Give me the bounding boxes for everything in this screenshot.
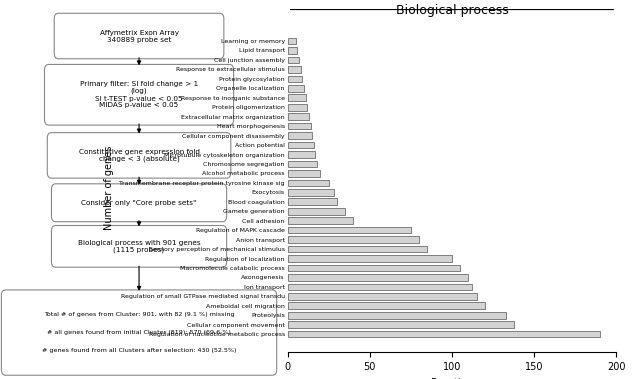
FancyBboxPatch shape	[51, 184, 227, 222]
X-axis label: Function: Function	[431, 378, 473, 379]
Text: Biological process with 901 genes
(1115 probes): Biological process with 901 genes (1115 …	[78, 240, 200, 253]
Bar	[288, 199, 337, 205]
Text: Consider only "Core probe sets": Consider only "Core probe sets"	[82, 200, 197, 206]
Title: Biological process: Biological process	[396, 5, 508, 17]
Bar	[288, 104, 307, 111]
Bar	[288, 293, 477, 300]
Bar	[288, 142, 314, 148]
Bar	[288, 265, 460, 271]
Bar	[288, 75, 302, 82]
Bar	[288, 123, 310, 130]
Bar	[288, 274, 468, 281]
Bar	[288, 66, 301, 73]
FancyBboxPatch shape	[44, 64, 234, 125]
Bar	[288, 189, 334, 196]
Bar	[288, 246, 427, 252]
Bar	[288, 94, 306, 101]
Bar	[288, 331, 600, 337]
Bar	[288, 218, 353, 224]
Bar	[288, 132, 312, 139]
Bar	[288, 56, 299, 63]
Text: Primary filter: SI fold change > 1
(log)
SI t-TEST p-value < 0.05
MIDAS p-value : Primary filter: SI fold change > 1 (log)…	[80, 81, 198, 108]
Bar	[288, 227, 411, 233]
Bar	[288, 113, 309, 120]
Bar	[288, 312, 506, 319]
Bar	[288, 208, 345, 215]
Bar	[288, 38, 296, 44]
Bar	[288, 85, 304, 92]
Bar	[288, 255, 452, 262]
FancyBboxPatch shape	[1, 290, 277, 375]
Bar	[288, 283, 471, 290]
Bar	[288, 236, 419, 243]
Bar	[288, 302, 485, 309]
Y-axis label: Number of genes: Number of genes	[104, 146, 114, 230]
Bar	[288, 321, 514, 328]
FancyBboxPatch shape	[47, 133, 231, 178]
Bar	[288, 151, 315, 158]
Text: Total # of genes from Cluster: 901, with 82 (9.1 %) missing

# all genes found f: Total # of genes from Cluster: 901, with…	[42, 312, 236, 353]
Bar	[288, 180, 329, 186]
Bar	[288, 161, 317, 167]
FancyBboxPatch shape	[51, 226, 227, 267]
Text: Constitutive gene expression fold
change < 3 (absolute): Constitutive gene expression fold change…	[78, 149, 200, 162]
Text: Affymetrix Exon Array
340889 probe set: Affymetrix Exon Array 340889 probe set	[99, 30, 178, 42]
Bar	[288, 47, 298, 54]
FancyBboxPatch shape	[54, 13, 224, 59]
Bar	[288, 170, 320, 177]
